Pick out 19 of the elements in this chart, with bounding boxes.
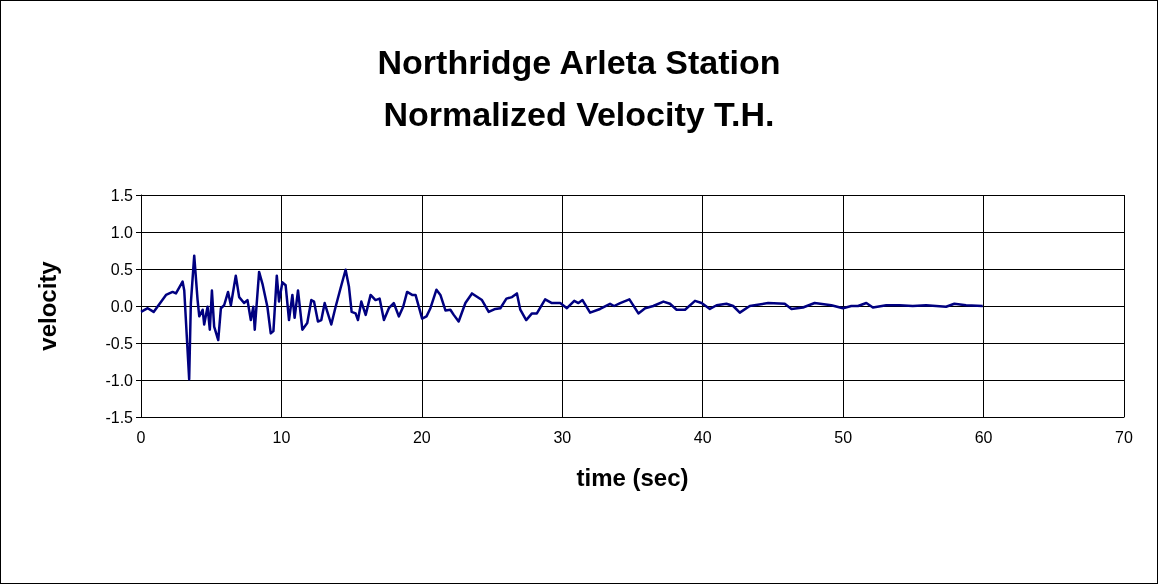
y-tick-label: -1.0 (105, 371, 134, 389)
y-tick-label: -0.5 (105, 334, 134, 352)
x-tick-label: 10 (272, 428, 291, 446)
chart-title: Northridge Arleta Station Normalized Velocity T.H. (377, 43, 781, 133)
y-tick-label: 0.5 (110, 260, 134, 278)
x-tick-label: 70 (1115, 428, 1133, 446)
x-tick-label: 40 (693, 428, 712, 446)
y-tick-label: 1.5 (110, 186, 134, 204)
x-tick-label: 30 (553, 428, 572, 446)
x-tick-label: 20 (412, 428, 431, 446)
x-axis-title: time (sec) (576, 463, 689, 491)
x-tick-label: 50 (834, 428, 853, 446)
line-series (139, 254, 984, 381)
y-tick-label: 1.0 (110, 223, 134, 241)
x-tick-label: 60 (974, 428, 993, 446)
y-tick-label: 0.0 (110, 297, 134, 315)
x-tick-label: 0 (136, 428, 146, 446)
y-axis-title: velocity (33, 260, 61, 351)
y-tick-label: -1.5 (105, 408, 134, 426)
